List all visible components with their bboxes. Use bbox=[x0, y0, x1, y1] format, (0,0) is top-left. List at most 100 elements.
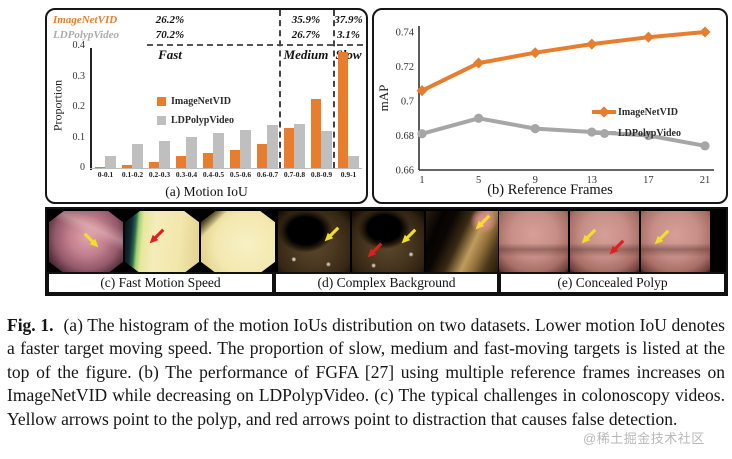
figure-caption: Fig. 1. (a) The histogram of the motion I… bbox=[7, 314, 725, 431]
line-ldpolypvideo bbox=[421, 116, 706, 148]
line-x-tick-label: 9 bbox=[533, 175, 538, 186]
bar-ldpolypvideo-0.8-0.9 bbox=[321, 131, 332, 168]
marker-diamond-imagenetvid bbox=[642, 31, 654, 43]
strip-caption-complex-background: (d) Complex Background bbox=[274, 272, 499, 294]
endoscopy-frame-yellow-blur-3 bbox=[201, 211, 275, 273]
line-imagenetvid bbox=[421, 30, 706, 93]
hist-x-tick-label: 0.7-0.8 bbox=[283, 170, 306, 179]
strip-caption-fast-motion: (c) Fast Motion Speed bbox=[47, 272, 274, 294]
bar-imagenetvid-0.5-0.6 bbox=[229, 150, 240, 168]
panel-motion-iou-histogram: ImageNetVID 26.2% 35.9% 37.9% LDPolypVid… bbox=[45, 8, 368, 204]
pct-ldpolypvideo-fast: 70.2% bbox=[155, 29, 185, 41]
red-arrow-icon bbox=[149, 228, 165, 244]
bar-ldpolypvideo-0.5-0.6 bbox=[240, 130, 251, 168]
yellow-arrow-icon bbox=[83, 232, 99, 248]
pct-imagenetvid-slow: 37.9% bbox=[334, 14, 363, 26]
bar-imagenetvid-0.7-0.8 bbox=[283, 128, 294, 168]
panel-a-caption: (a) Motion IoU bbox=[165, 184, 248, 199]
hist-y-tick-label: 0.3 bbox=[72, 70, 86, 82]
hist-legend-item-imagenetvid: ImageNetVID bbox=[157, 96, 234, 107]
yellow-arrow-icon bbox=[654, 229, 670, 245]
endoscopy-frame-pink-mucosa-2 bbox=[570, 211, 639, 273]
bar-imagenetvid-0.1-0.2 bbox=[121, 165, 132, 168]
header-series1-label: ImageNetVID bbox=[53, 14, 118, 26]
hist-y-axis-line bbox=[90, 48, 92, 170]
bar-imagenetvid-0.6-0.7 bbox=[256, 144, 267, 168]
diamond-marker-icon bbox=[598, 106, 610, 118]
figure-caption-tag: Fig. 1. bbox=[7, 315, 54, 335]
line-x-tick-label: 5 bbox=[476, 175, 481, 186]
panel-reference-frames-line-chart: mAP 0.66 0.68 0.7 0.72 0.74 1 5 9 13 17 21 ImageNe… bbox=[372, 8, 728, 204]
line-x-tick-label: 17 bbox=[643, 175, 654, 186]
hist-category-labels: 0-0.1 0.1-0.2 0.2-0.3 0.3-0.4 0.4-0.5 0.5-0.6… bbox=[92, 170, 362, 182]
dark-colon-a-image bbox=[278, 211, 350, 273]
hist-y-tick-label: 0.2 bbox=[72, 101, 86, 112]
bar-ldpolypvideo-0.6-0.7 bbox=[267, 125, 278, 168]
watermark: @稀土掘金技术社区 bbox=[583, 431, 705, 446]
bar-imagenetvid-0-0.1 bbox=[94, 167, 105, 168]
hist-x-tick-label: 0.9-1 bbox=[340, 170, 357, 179]
hist-x-tick-label: 0.3-0.4 bbox=[175, 170, 198, 179]
header-series2-label: LDPolypVideo bbox=[53, 29, 119, 41]
line-y-tick-label: 0.7 bbox=[401, 97, 414, 108]
hist-y-tick-label: 0.1 bbox=[72, 131, 86, 143]
endoscopy-frame-pink-mucosa-3 bbox=[641, 211, 710, 273]
circle-marker-icon bbox=[600, 128, 609, 138]
pink-mucosa-image bbox=[570, 211, 639, 273]
endoscopy-image-strip: (c) Fast Motion Speed (d) Complex Backgr… bbox=[45, 207, 728, 296]
yellow-arrow-icon bbox=[401, 228, 417, 244]
marker-diamond-imagenetvid bbox=[529, 47, 541, 59]
panel-b-caption: (b) Reference Frames bbox=[487, 182, 613, 198]
hist-x-tick-label: 0.6-0.7 bbox=[256, 170, 279, 179]
hist-x-tick-label: 0.5-0.6 bbox=[229, 170, 252, 179]
region-label-medium: Medium bbox=[283, 47, 329, 62]
hist-x-tick-label: 0-0.1 bbox=[97, 170, 114, 179]
bar-imagenetvid-0.2-0.3 bbox=[148, 162, 159, 168]
line-y-tick-label: 0.74 bbox=[396, 28, 415, 39]
hist-x-tick-label: 0.2-0.3 bbox=[148, 170, 171, 179]
marker-circle-ldpolypvideo bbox=[530, 124, 540, 134]
marker-diamond-imagenetvid bbox=[416, 85, 428, 97]
yellow-arrow-icon bbox=[581, 228, 597, 244]
hist-legend: ImageNetVID LDPolypVideo bbox=[157, 96, 234, 134]
legend-swatch-imagenetvid bbox=[157, 97, 166, 106]
pct-imagenetvid-medium: 35.9% bbox=[291, 14, 321, 26]
fast-medium-dashed-divider bbox=[279, 10, 281, 168]
legend-label: LDPolypVideo bbox=[171, 115, 234, 126]
pink-blur-image bbox=[49, 211, 123, 273]
legend-swatch-ldpolypvideo bbox=[157, 116, 166, 125]
bar-ldpolypvideo-0.9-1 bbox=[348, 156, 359, 168]
marker-circle-ldpolypvideo bbox=[700, 141, 710, 151]
legend-line-ldpolypvideo bbox=[592, 128, 616, 138]
hist-legend-item-ldpolypvideo: LDPolypVideo bbox=[157, 115, 234, 126]
marker-circle-ldpolypvideo bbox=[643, 130, 653, 141]
region-label-fast: Fast bbox=[158, 47, 182, 62]
hist-y-tick-label: 0.4 bbox=[72, 40, 86, 51]
bar-ldpolypvideo-0.4-0.5 bbox=[213, 133, 224, 168]
line-x-tick-label: 1 bbox=[419, 175, 424, 186]
line-x-tick-label: 21 bbox=[700, 175, 711, 186]
line-y-tick-label: 0.72 bbox=[396, 62, 414, 73]
line-legend-item-ldpolypvideo: LDPolypVideo bbox=[592, 125, 681, 141]
endoscopy-frame-pink-blur-1 bbox=[49, 211, 123, 273]
hist-bars-area bbox=[92, 46, 362, 168]
marker-diamond-imagenetvid bbox=[699, 26, 711, 38]
pct-ldpolypvideo-slow: 3.1% bbox=[337, 29, 360, 41]
marker-diamond-imagenetvid bbox=[586, 38, 598, 50]
endoscopy-frame-yellow-streak-2 bbox=[125, 211, 199, 273]
legend-label: ImageNetVID bbox=[171, 96, 231, 107]
dark-colon-b-image bbox=[352, 211, 424, 273]
hist-x-axis-line bbox=[90, 168, 362, 169]
line-y-tick-label: 0.66 bbox=[396, 166, 414, 177]
pink-mucosa-image bbox=[641, 211, 710, 273]
bar-ldpolypvideo-0.2-0.3 bbox=[159, 141, 170, 168]
endoscopy-frame-dark-colon-a-1 bbox=[278, 211, 350, 273]
line-y-tick-label: 0.68 bbox=[396, 131, 414, 142]
legend-line-imagenetvid bbox=[592, 106, 616, 118]
bar-ldpolypvideo-0.1-0.2 bbox=[132, 144, 143, 168]
bar-imagenetvid-0.3-0.4 bbox=[175, 156, 186, 168]
bar-imagenetvid-0.9-1 bbox=[337, 52, 348, 168]
endoscopy-frame-dark-colon-ridge-3 bbox=[426, 211, 498, 273]
bar-imagenetvid-0.8-0.9 bbox=[310, 99, 321, 168]
